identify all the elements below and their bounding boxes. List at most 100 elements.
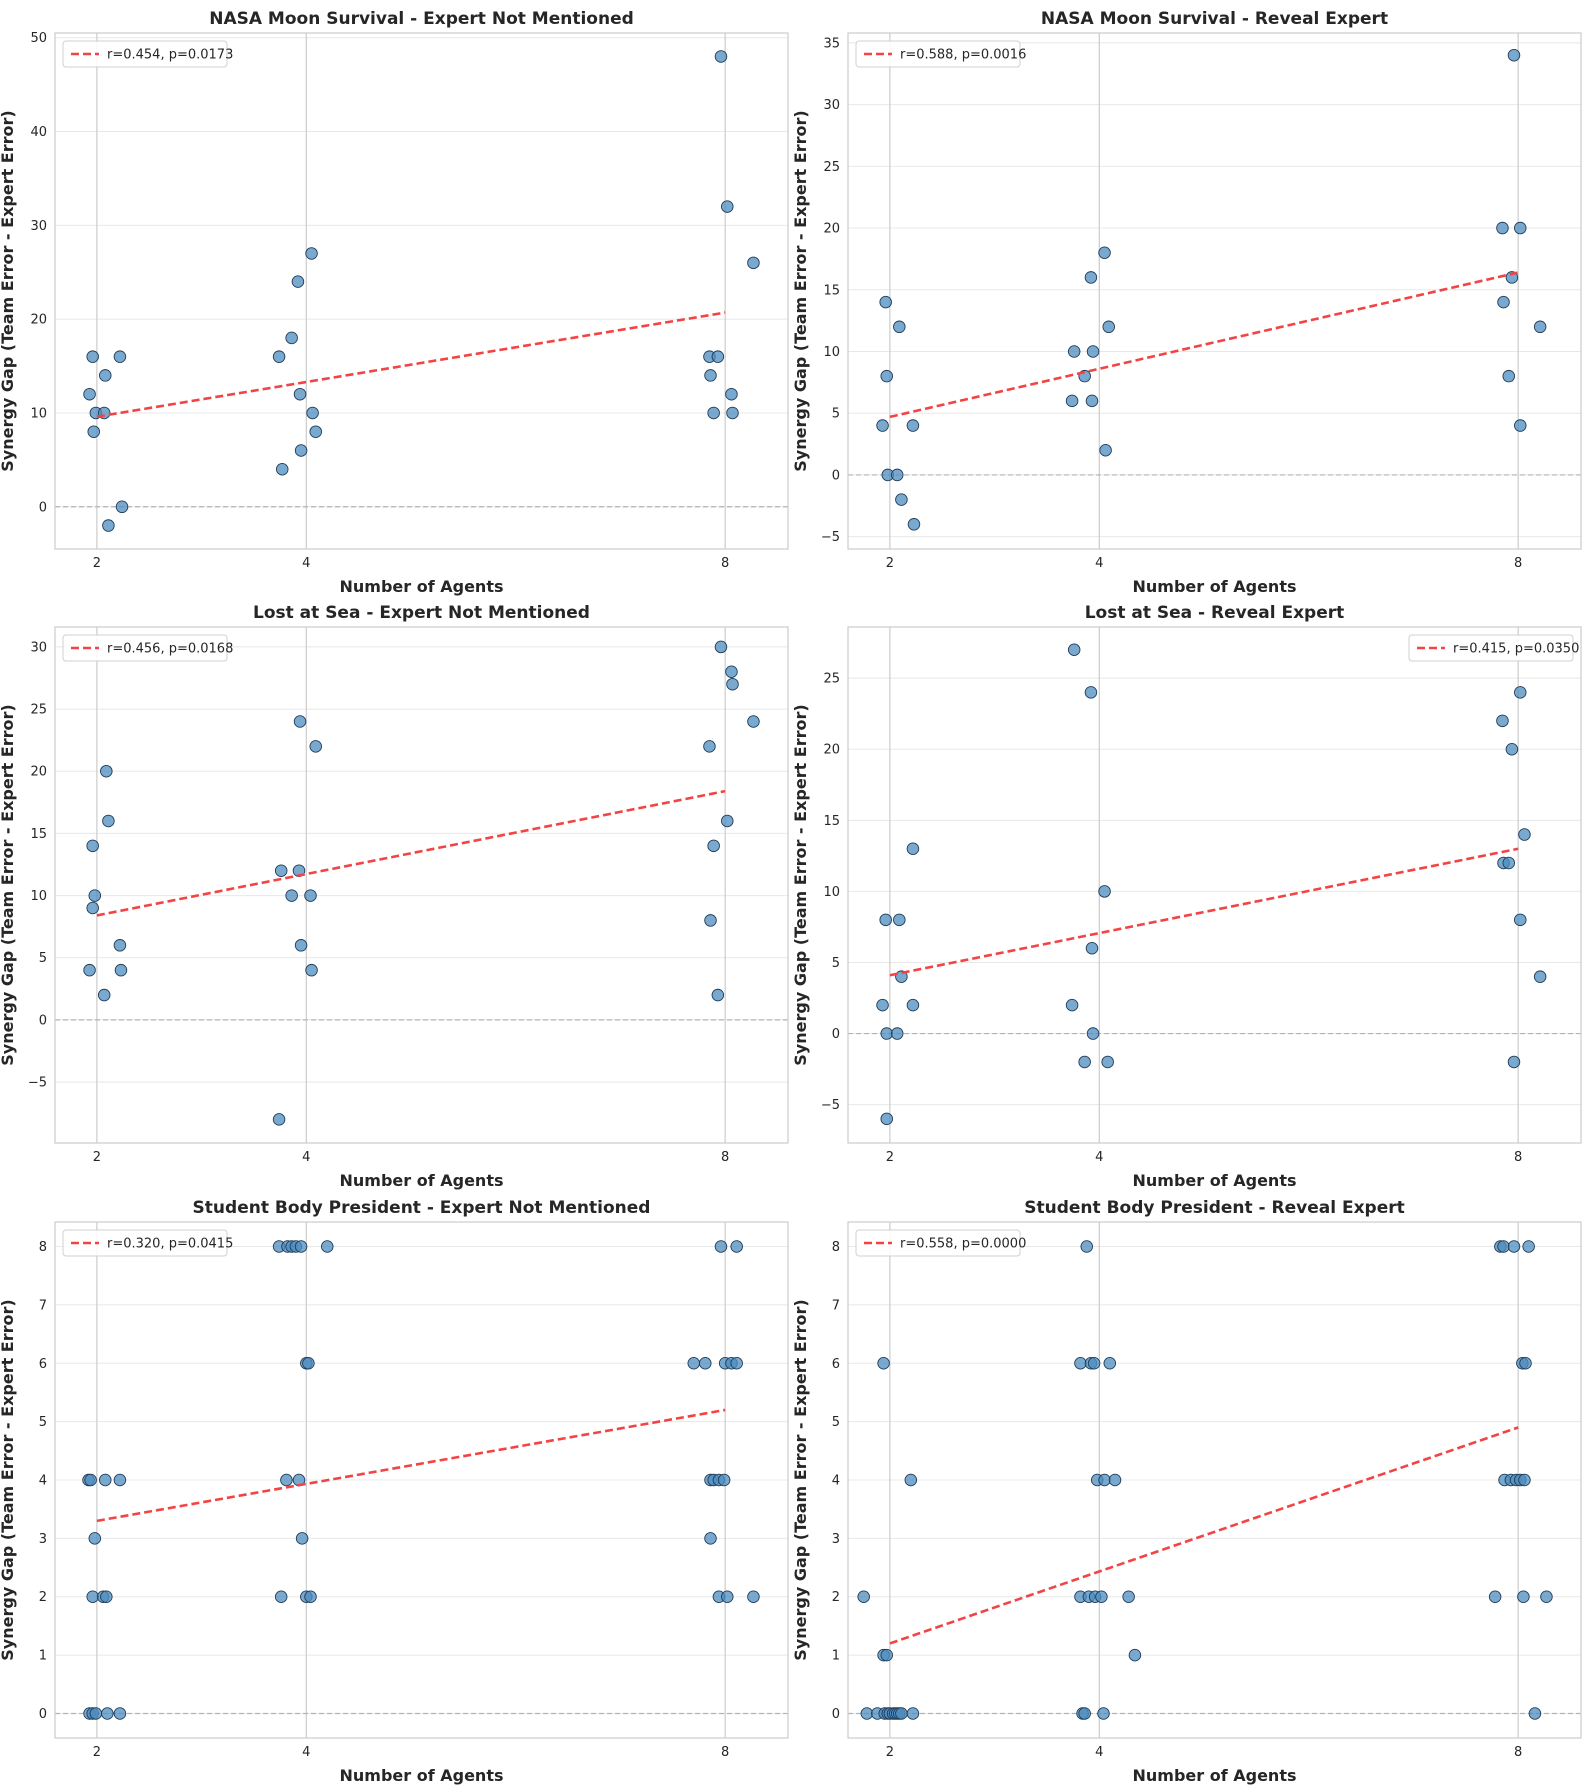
data-point [890, 1027, 904, 1040]
data-point [89, 1707, 103, 1720]
y-tick-label: 40 [30, 125, 47, 140]
data-point [730, 1357, 743, 1370]
data-point [1505, 742, 1519, 756]
data-point [1497, 295, 1510, 309]
data-point [1502, 369, 1515, 383]
data-point [1122, 1590, 1135, 1603]
legend-box [62, 634, 228, 662]
data-point [1488, 1590, 1502, 1603]
data-point [707, 406, 720, 420]
x-tick-label: 4 [302, 1150, 310, 1165]
y-tick-label: 20 [30, 765, 47, 780]
data-point [1085, 942, 1099, 955]
data-point [83, 387, 96, 401]
x-tick-label: 4 [1095, 1745, 1103, 1760]
data-point [305, 963, 318, 977]
data-point [1518, 828, 1531, 841]
axes-frame [54, 626, 789, 1144]
data-point [97, 988, 111, 1002]
data-point [304, 889, 317, 902]
y-axis-label: Synergy Gap (Team Error - Expert Error) [791, 1299, 810, 1660]
data-point [717, 1473, 731, 1487]
legend-label: r=0.320, p=0.0415 [107, 1237, 233, 1252]
data-point [704, 1532, 717, 1545]
data-point [1518, 1473, 1531, 1487]
data-point [272, 350, 286, 363]
data-point [880, 1112, 893, 1126]
data-point [86, 1590, 99, 1603]
data-point [1507, 1240, 1521, 1253]
data-point [1065, 394, 1079, 408]
data-point [306, 406, 319, 420]
y-tick-label: 20 [823, 743, 840, 758]
y-tick-label: 10 [823, 885, 840, 900]
legend-label: r=0.558, p=0.0000 [900, 1237, 1026, 1252]
x-tick-label: 2 [886, 1150, 894, 1165]
subplot-title: Lost at Sea - Expert Not Mentioned [253, 603, 590, 623]
data-point [721, 200, 734, 213]
subplot-1: 2 4 8 0 10 20 30 40 50 NASA Moon Survival - Exper… [0, 9, 789, 596]
y-tick-label: 0 [832, 1707, 840, 1722]
data-point [86, 839, 99, 853]
data-point [1519, 1357, 1532, 1370]
data-point [295, 1532, 309, 1545]
y-tick-label: 2 [39, 1590, 47, 1605]
y-tick-label: 30 [30, 640, 47, 655]
data-point [714, 640, 728, 654]
data-point [293, 387, 307, 401]
x-tick-label: 4 [1095, 556, 1103, 571]
data-point [1496, 714, 1509, 728]
legend-label: r=0.415, p=0.0350 [1453, 642, 1579, 657]
data-point [88, 889, 102, 902]
data-point [274, 864, 288, 877]
data-point [877, 1357, 890, 1370]
y-tick-label: 50 [30, 31, 47, 46]
y-tick-label: 7 [832, 1298, 840, 1313]
y-tick-label: 2 [832, 1590, 840, 1605]
y-axis-label: Synergy Gap (Team Error - Expert Error) [0, 110, 17, 471]
y-tick-label: 30 [30, 219, 47, 234]
data-point [1528, 1707, 1542, 1720]
data-point [721, 1590, 734, 1603]
x-tick-label: 8 [1514, 1745, 1522, 1760]
y-tick-label: 0 [39, 1707, 47, 1722]
data-point [904, 1473, 918, 1487]
data-point [309, 740, 322, 753]
x-tick-label: 2 [886, 1745, 894, 1760]
data-point [699, 1357, 712, 1370]
data-point [113, 1473, 127, 1487]
data-point [1507, 48, 1521, 62]
y-tick-label: 15 [823, 283, 840, 298]
data-point [1522, 1240, 1535, 1253]
data-point [1086, 1027, 1100, 1040]
data-point [114, 963, 128, 977]
x-axis-label: Number of Agents [1133, 1766, 1297, 1785]
data-point [280, 1473, 293, 1487]
data-point [1496, 221, 1509, 235]
data-point [86, 350, 99, 363]
data-point [294, 444, 308, 457]
x-tick-label: 8 [721, 1150, 729, 1165]
y-tick-label: 20 [30, 313, 47, 328]
data-point [1533, 320, 1547, 334]
data-point [726, 677, 739, 691]
y-tick-label: 15 [823, 814, 840, 829]
y-tick-label: 0 [39, 500, 47, 515]
data-point [1080, 1240, 1093, 1253]
data-point [293, 715, 307, 728]
data-point [1101, 1055, 1114, 1069]
y-tick-label: 10 [30, 406, 47, 421]
data-point [113, 939, 127, 952]
x-tick-label: 2 [886, 556, 894, 571]
data-point [102, 519, 115, 532]
legend: r=0.320, p=0.0415 [62, 1229, 233, 1257]
x-axis-label: Number of Agents [1133, 1171, 1297, 1190]
data-point [84, 1473, 97, 1487]
data-point [102, 814, 115, 828]
data-point [1497, 1240, 1510, 1253]
data-point [99, 1473, 112, 1487]
data-point [1067, 345, 1081, 358]
y-tick-label: 15 [30, 827, 47, 842]
y-tick-label: 6 [39, 1357, 47, 1372]
y-tick-label: 1 [832, 1649, 840, 1664]
